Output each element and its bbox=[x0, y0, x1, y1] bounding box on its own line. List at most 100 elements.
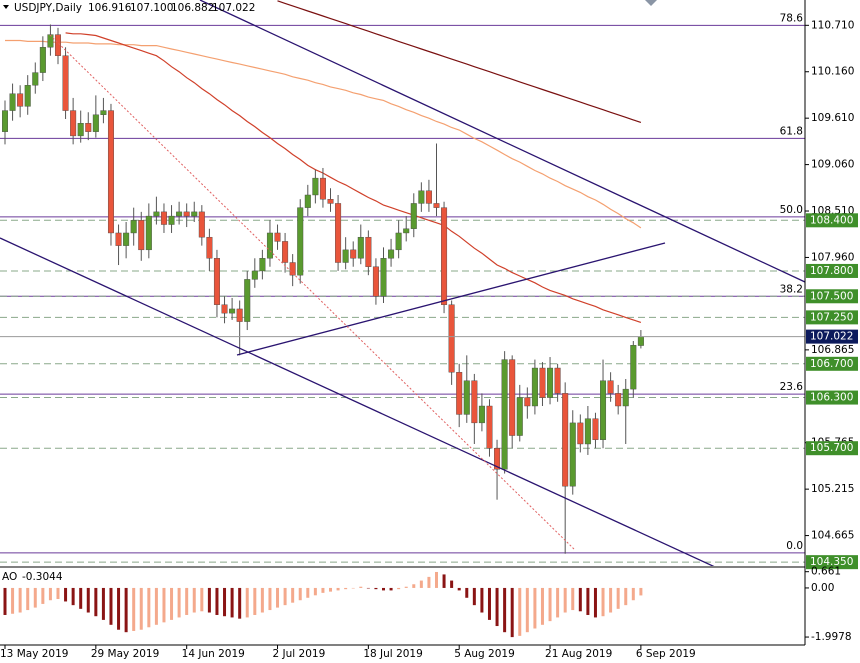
level-label: 106.300 bbox=[810, 392, 853, 404]
current-price-box bbox=[806, 329, 858, 344]
candle-body bbox=[206, 236, 213, 259]
candle-body bbox=[584, 418, 591, 445]
candle-body bbox=[107, 110, 114, 234]
ao-bar bbox=[389, 587, 393, 591]
ao-bar bbox=[41, 587, 45, 604]
ao-bar bbox=[223, 587, 227, 617]
fib-label: 78.6 bbox=[780, 12, 804, 24]
x-tick-label: 2 Jul 2019 bbox=[273, 648, 326, 660]
y-tick-label: 110.710 bbox=[811, 19, 854, 31]
header-high: 107.100 bbox=[130, 2, 173, 14]
ao-bar bbox=[117, 587, 121, 630]
ao-bar bbox=[79, 587, 83, 609]
ao-bar bbox=[321, 587, 325, 593]
ao-bar bbox=[3, 587, 7, 615]
candle-body bbox=[342, 249, 349, 263]
candle-body bbox=[372, 266, 379, 297]
ao-bar bbox=[298, 587, 302, 601]
ao-bar bbox=[313, 587, 317, 596]
ao-bar bbox=[382, 587, 385, 591]
candle-body bbox=[54, 34, 61, 56]
level-box bbox=[806, 441, 858, 456]
fib-label: 50.0 bbox=[780, 204, 803, 216]
trend-line bbox=[236, 242, 666, 356]
ao-bar bbox=[563, 587, 567, 613]
trend-line bbox=[199, 0, 805, 283]
ao-bar bbox=[185, 587, 189, 615]
ao-bar bbox=[162, 587, 166, 623]
candle-body bbox=[289, 262, 296, 276]
x-tick-label: 18 Jul 2019 bbox=[363, 648, 422, 660]
ao-bar bbox=[11, 587, 15, 614]
candle-body bbox=[24, 85, 31, 107]
ao-bar bbox=[18, 587, 22, 613]
level-label: 108.400 bbox=[810, 214, 853, 226]
ao-bar bbox=[419, 580, 423, 588]
ao-bar bbox=[71, 587, 75, 606]
ao-bar bbox=[132, 587, 136, 631]
level-box bbox=[806, 356, 858, 371]
indicator-name: AO bbox=[2, 571, 17, 583]
level-box bbox=[806, 555, 858, 570]
level-label: 104.350 bbox=[810, 556, 853, 568]
candle-body bbox=[562, 393, 569, 487]
x-tick-label: 13 May 2019 bbox=[0, 648, 68, 660]
candle-body bbox=[297, 207, 304, 276]
chart-shift-marker bbox=[645, 0, 657, 6]
menu-arrow bbox=[3, 5, 9, 9]
ao-bar bbox=[177, 587, 181, 618]
header-open: 106.916 bbox=[88, 2, 132, 14]
ao-bar bbox=[109, 587, 113, 625]
candle-body bbox=[9, 93, 16, 111]
ao-bar bbox=[593, 587, 597, 618]
ao-bar bbox=[306, 587, 310, 598]
candle-body bbox=[615, 393, 622, 407]
moving-average bbox=[5, 39, 642, 229]
candle-body bbox=[539, 367, 546, 398]
ao-bar bbox=[268, 587, 272, 611]
candle-body bbox=[153, 211, 160, 217]
candle-body bbox=[388, 249, 395, 259]
candle-body bbox=[380, 258, 387, 297]
moving-average bbox=[277, 0, 642, 123]
candle-body bbox=[138, 220, 145, 251]
ao-bar bbox=[578, 587, 582, 612]
ao-bar bbox=[238, 587, 242, 619]
candle-body bbox=[47, 34, 54, 48]
level-label: 107.250 bbox=[810, 311, 853, 323]
y-tick-label: 109.060 bbox=[811, 159, 854, 171]
candle-body bbox=[266, 232, 273, 259]
candle-body bbox=[251, 270, 258, 280]
candle-body bbox=[607, 380, 614, 394]
candle-body bbox=[32, 72, 39, 86]
ao-bar bbox=[139, 587, 143, 630]
candle-body bbox=[516, 397, 523, 436]
ao-bar bbox=[154, 587, 158, 625]
ao-bar bbox=[276, 587, 280, 608]
ao-bar bbox=[253, 587, 257, 615]
ao-bar bbox=[351, 587, 355, 589]
candle-body bbox=[494, 448, 501, 470]
candle-body bbox=[335, 203, 342, 263]
ao-bar bbox=[525, 587, 529, 633]
ao-pane bbox=[3, 571, 643, 638]
ao-bar bbox=[624, 587, 628, 606]
ao-bar bbox=[571, 587, 575, 611]
ao-bar bbox=[200, 587, 204, 612]
ao-bar bbox=[170, 587, 174, 620]
candle-body bbox=[471, 380, 478, 424]
ao-bar bbox=[33, 587, 37, 608]
candle-body bbox=[130, 220, 137, 234]
level-box bbox=[806, 310, 858, 325]
ao-bar bbox=[101, 587, 105, 620]
ao-bar bbox=[412, 584, 416, 588]
x-tick-label: 14 Jun 2019 bbox=[182, 648, 245, 660]
candle-body bbox=[17, 93, 24, 107]
candle-body bbox=[213, 258, 220, 305]
candle-body bbox=[176, 211, 183, 217]
candle-body bbox=[600, 380, 607, 440]
ao-bar bbox=[518, 587, 522, 636]
candle-body bbox=[244, 279, 251, 322]
ao-bar bbox=[366, 587, 370, 589]
